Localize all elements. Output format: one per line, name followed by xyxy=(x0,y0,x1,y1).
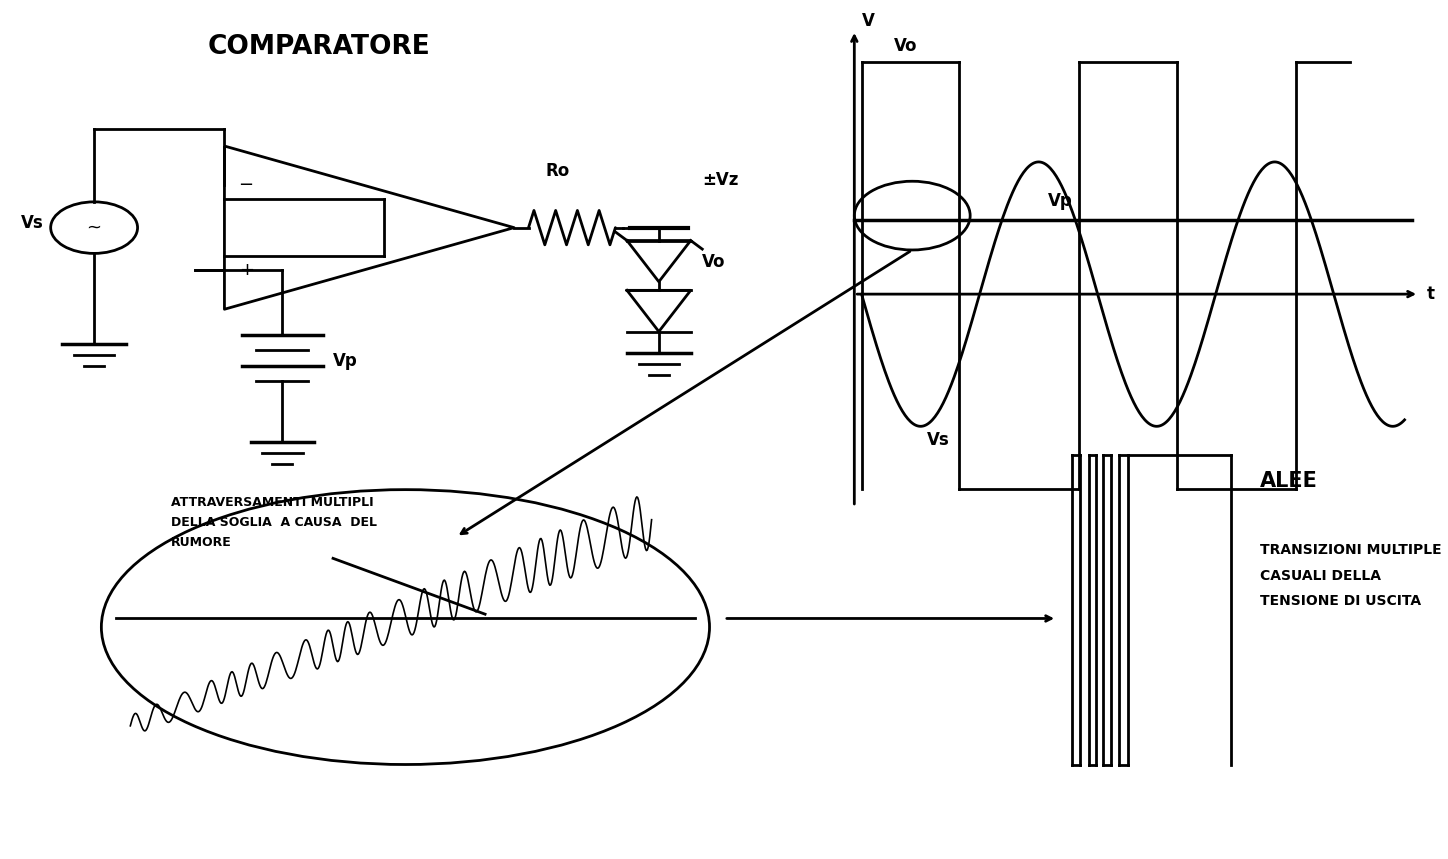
Text: Vp: Vp xyxy=(1048,192,1073,210)
Text: CASUALI DELLA: CASUALI DELLA xyxy=(1260,569,1381,582)
Text: +: + xyxy=(239,261,253,279)
Text: ±Vz: ±Vz xyxy=(702,172,738,189)
Text: RUMORE: RUMORE xyxy=(171,535,232,549)
Text: −: − xyxy=(239,176,253,194)
Text: ~: ~ xyxy=(87,219,101,236)
Text: TENSIONE DI USCITA: TENSIONE DI USCITA xyxy=(1260,594,1420,608)
Text: Vs: Vs xyxy=(927,430,950,448)
Text: Ro: Ro xyxy=(546,162,569,180)
Text: V: V xyxy=(862,13,875,30)
Text: COMPARATORE: COMPARATORE xyxy=(207,34,430,60)
Text: Vo: Vo xyxy=(893,37,918,55)
Text: Vs: Vs xyxy=(20,215,43,232)
Text: TRANSIZIONI MULTIPLE: TRANSIZIONI MULTIPLE xyxy=(1260,543,1441,557)
Text: DELLA SOGLIA  A CAUSA  DEL: DELLA SOGLIA A CAUSA DEL xyxy=(171,515,376,529)
Text: ATTRAVERSAMENTI MULTIPLI: ATTRAVERSAMENTI MULTIPLI xyxy=(171,496,374,509)
Text: ALEE: ALEE xyxy=(1260,471,1318,491)
Text: t: t xyxy=(1426,285,1435,303)
Text: Vp: Vp xyxy=(333,352,358,369)
Text: Vo: Vo xyxy=(702,253,725,271)
